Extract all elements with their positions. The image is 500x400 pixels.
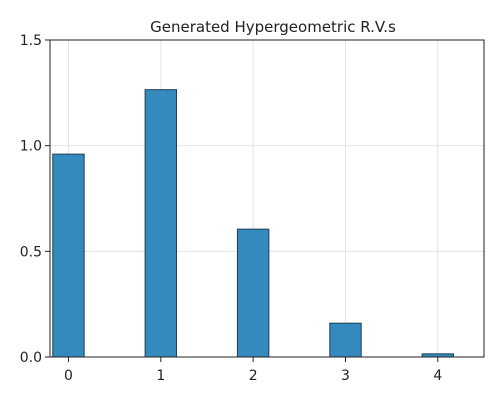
x-tick-label: 3 xyxy=(341,368,350,384)
y-tick-label: 1.5 xyxy=(20,33,42,49)
chart-title: Generated Hypergeometric R.V.s xyxy=(150,18,396,36)
plot-frame xyxy=(49,39,485,358)
y-tick-label: 0.0 xyxy=(20,350,42,366)
bar-2 xyxy=(236,228,270,358)
bar-3 xyxy=(329,322,362,358)
x-tick-label: 4 xyxy=(433,368,442,384)
bars xyxy=(52,89,455,358)
bar-0 xyxy=(52,153,85,358)
x-axis: 0 1 2 3 4 xyxy=(64,357,442,384)
x-tick-label: 2 xyxy=(249,368,258,384)
y-tick-label: 1.0 xyxy=(20,139,42,155)
y-tick-label: 0.5 xyxy=(20,244,42,260)
x-tick-label: 1 xyxy=(156,368,165,384)
x-tick-label: 0 xyxy=(64,368,73,384)
bar-1 xyxy=(144,89,178,358)
y-axis: 0.0 0.5 1.0 1.5 xyxy=(20,33,50,366)
